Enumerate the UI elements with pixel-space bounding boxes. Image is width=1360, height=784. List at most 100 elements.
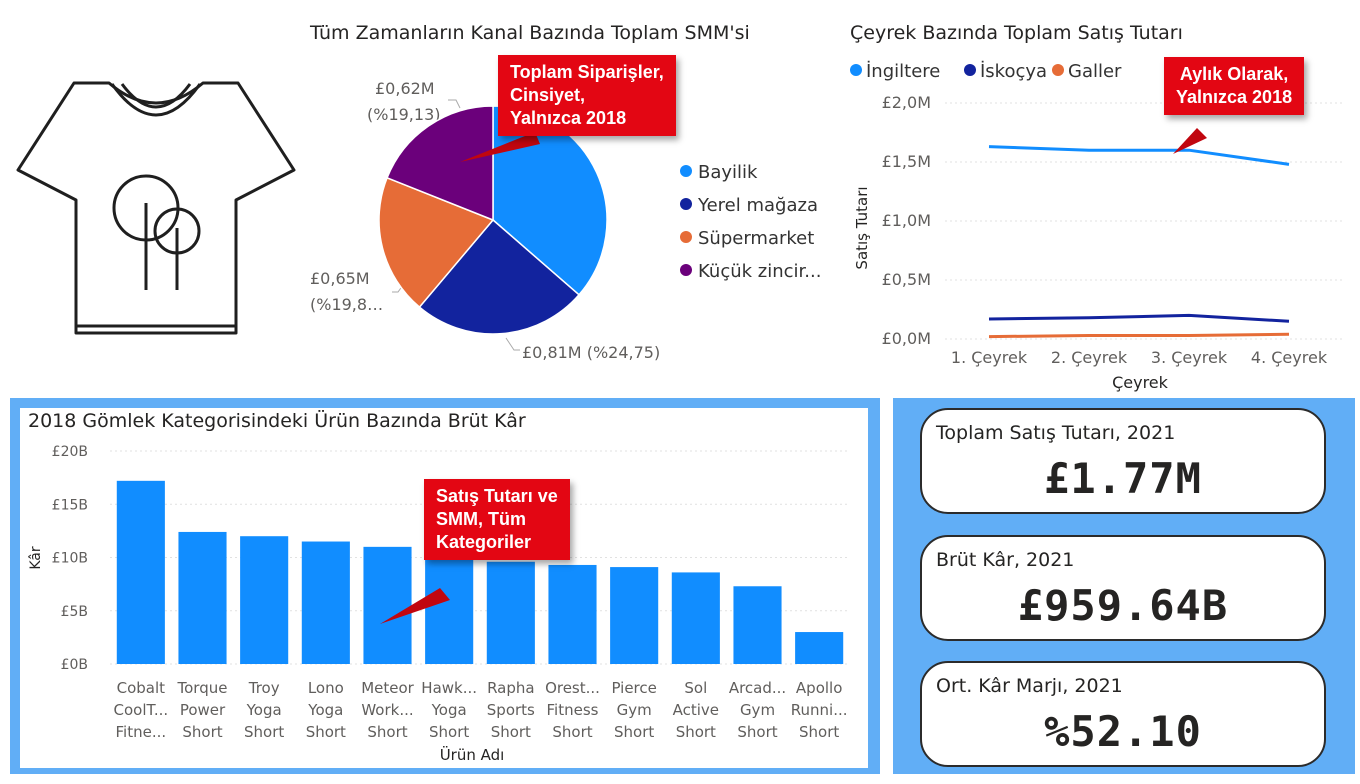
- legend-marker: [1052, 64, 1064, 76]
- bar-callout-line-2: SMM, Tüm: [436, 509, 526, 529]
- pie-callout-line-2: Cinsiyet,: [510, 85, 586, 105]
- pie-legend-item[interactable]: Küçük zincir...: [680, 261, 821, 282]
- kpi-label: Ort. Kâr Marjı, 2021: [936, 675, 1123, 697]
- line-legend-item[interactable]: İskoçya: [964, 61, 1047, 82]
- kpi-label: Toplam Satış Tutarı, 2021: [936, 422, 1176, 444]
- bar-4[interactable]: [301, 541, 350, 664]
- bar-x-tick: Pierce: [611, 679, 656, 697]
- bar-7[interactable]: [486, 561, 535, 664]
- bar-11[interactable]: [733, 586, 782, 664]
- pie-label-2a: £0,65M: [310, 269, 370, 288]
- bar-x-tick: Lono: [308, 679, 344, 697]
- legend-marker: [680, 264, 692, 276]
- bar-y-tick: £0B: [61, 657, 88, 673]
- bar-x-tick: Short: [491, 723, 531, 741]
- bar-x-tick: Active: [673, 701, 719, 719]
- pie-legend-item[interactable]: Süpermarket: [680, 228, 814, 249]
- legend-marker: [680, 165, 692, 177]
- bar-x-tick: Rapha: [487, 679, 535, 697]
- legend-marker: [680, 231, 692, 243]
- pie-legend-item[interactable]: Yerel mağaza: [680, 195, 818, 216]
- bar-x-tick: Arcad...: [729, 679, 786, 697]
- bar-callout-line-1: Satış Tutarı ve: [436, 486, 558, 506]
- bar-x-tick: Apollo: [796, 679, 842, 697]
- bar-x-tick: Short: [552, 723, 592, 741]
- bar-x-tick: Hawk...: [421, 679, 477, 697]
- line-x-tick: 4. Çeyrek: [1251, 348, 1328, 367]
- bar-callout: Satış Tutarı ve SMM, Tüm Kategoriler: [424, 479, 570, 560]
- pie-label-3: £0,81M (%24,75): [522, 343, 660, 362]
- bar-y-axis-label: Kâr: [28, 546, 44, 570]
- kpi-value: %52.10: [1044, 707, 1202, 756]
- bar-2[interactable]: [178, 531, 227, 664]
- line-x-tick: 3. Çeyrek: [1151, 348, 1228, 367]
- pie-label-1a: £0,62M: [375, 79, 435, 98]
- bar-x-tick: Orest...: [545, 679, 600, 697]
- pie-label-2b: (%19,8…: [310, 295, 383, 314]
- bar-x-tick: Fitness: [547, 701, 599, 719]
- legend-label: Küçük zincir...: [698, 261, 822, 282]
- bar-x-tick: Yoga: [431, 701, 467, 719]
- bar-x-tick: Short: [614, 723, 654, 741]
- pie-slice-4[interactable]: [386, 105, 494, 222]
- kpi-value: £1.77M: [1044, 454, 1202, 503]
- legend-label: Galler: [1068, 61, 1122, 82]
- line-series-3[interactable]: [988, 332, 1290, 339]
- bar-x-tick: Short: [306, 723, 346, 741]
- bar-x-tick: Work...: [361, 701, 413, 719]
- bar-1[interactable]: [116, 480, 165, 664]
- bar-y-tick: £5B: [61, 604, 88, 620]
- line-y-tick: £0,0M: [882, 329, 931, 348]
- line-legend-item[interactable]: İngiltere: [850, 61, 940, 82]
- bar-chart-title: 2018 Gömlek Kategorisindeki Ürün Bazında…: [28, 410, 526, 432]
- bar-x-tick: Torque: [177, 679, 228, 697]
- line-callout-line-2: Yalnızca 2018: [1176, 87, 1293, 107]
- bar-6[interactable]: [425, 553, 474, 664]
- pie-chart: £0,62M (%19,13) £0,65M (%19,8… £0,81M (%…: [310, 79, 660, 362]
- pie-legend-item[interactable]: Bayilik: [680, 162, 757, 183]
- bar-8[interactable]: [548, 564, 597, 664]
- kpi-label: Brüt Kâr, 2021: [936, 549, 1075, 571]
- bar-x-tick: Power: [180, 701, 226, 719]
- legend-label: İngiltere: [866, 61, 941, 82]
- line-series-2[interactable]: [988, 313, 1290, 323]
- line-y-tick: £2,0M: [882, 93, 931, 112]
- bar-x-tick: CoolT...: [113, 701, 168, 719]
- bar-x-tick: Short: [799, 723, 839, 741]
- bar-x-axis-label: Ürün Adı: [440, 745, 505, 764]
- bar-x-tick: Short: [244, 723, 284, 741]
- bar-9[interactable]: [610, 567, 659, 664]
- line-y-tick: £1,5M: [882, 152, 931, 171]
- pie-label-1b: (%19,13): [367, 105, 441, 124]
- bar-x-tick: Short: [676, 723, 716, 741]
- bar-x-tick: Sports: [487, 701, 535, 719]
- pie-slice-2[interactable]: [418, 218, 581, 335]
- bar-10[interactable]: [671, 572, 720, 664]
- bar-5[interactable]: [363, 546, 412, 664]
- line-series-1[interactable]: [988, 145, 1290, 166]
- bar-y-tick: £15B: [52, 497, 88, 513]
- line-callout: Aylık Olarak, Yalnızca 2018: [1164, 57, 1305, 115]
- bar-x-tick: Short: [367, 723, 407, 741]
- legend-label: Süpermarket: [698, 228, 815, 249]
- bar-12[interactable]: [795, 632, 844, 664]
- line-y-tick: £0,5M: [882, 270, 931, 289]
- legend-label: İskoçya: [980, 61, 1048, 82]
- pie-slice-3[interactable]: [378, 176, 495, 309]
- line-x-tick: 2. Çeyrek: [1051, 348, 1128, 367]
- line-y-tick: £1,0M: [882, 211, 931, 230]
- bar-x-tick: Gym: [617, 701, 652, 719]
- legend-label: Bayilik: [698, 162, 758, 183]
- bar-x-tick: Yoga: [246, 701, 282, 719]
- bar-y-tick: £20B: [52, 444, 88, 460]
- legend-marker: [680, 198, 692, 210]
- bar-x-tick: Short: [429, 723, 469, 741]
- kpi-value: £959.64B: [1017, 581, 1229, 630]
- bar-3[interactable]: [240, 536, 289, 664]
- line-legend-item[interactable]: Galler: [1052, 61, 1121, 82]
- bar-x-tick: Sol: [684, 679, 707, 697]
- legend-marker: [850, 64, 862, 76]
- pie-callout-line-3: Yalnızca 2018: [510, 108, 627, 128]
- bar-x-tick: Runni...: [791, 701, 848, 719]
- pie-callout: Toplam Siparişler, Cinsiyet, Yalnızca 20…: [498, 55, 676, 136]
